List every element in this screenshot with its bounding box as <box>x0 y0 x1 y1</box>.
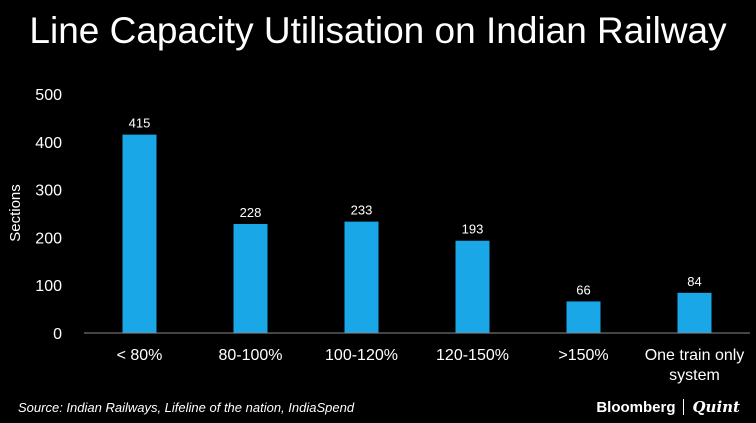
x-tick-label: 100-120% <box>325 347 398 364</box>
y-tick-label: 200 <box>35 230 62 247</box>
bar <box>455 240 490 333</box>
y-tick-label: 0 <box>53 326 62 343</box>
bloomberg-logo: Bloomberg <box>596 398 676 416</box>
x-tick-label: system <box>669 367 720 384</box>
brand-divider <box>683 399 685 415</box>
data-label: 66 <box>576 282 590 297</box>
data-label: 415 <box>129 116 151 131</box>
source-note: Source: Indian Railways, Lifeline of the… <box>18 400 355 415</box>
x-tick-label: 120-150% <box>436 347 509 364</box>
bar <box>677 292 712 333</box>
y-axis-label: Sections <box>7 184 24 242</box>
data-label: 84 <box>687 274 701 289</box>
x-tick-label: One train only <box>645 347 745 364</box>
bar <box>344 221 379 333</box>
y-tick-label: 400 <box>35 135 62 152</box>
bars: 415 228 233 193 66 84 <box>122 116 712 333</box>
x-tick-label: < 80% <box>117 347 163 364</box>
bar <box>122 134 157 333</box>
branding: Bloomberg Quint <box>596 398 740 416</box>
chart-title: Line Capacity Utilisation on Indian Rail… <box>29 10 727 51</box>
x-axis: < 80% 80-100% 100-120% 120-150% >150% One tra… <box>84 332 750 384</box>
x-tick-label: 80-100% <box>218 347 282 364</box>
data-label: 233 <box>351 203 373 218</box>
data-label: 193 <box>462 222 484 237</box>
x-tick-label: >150% <box>558 347 608 364</box>
data-label: 228 <box>240 205 262 220</box>
y-axis: 0 100 200 300 400 500 <box>35 87 62 343</box>
quint-logo: Quint <box>692 398 740 416</box>
bar <box>566 301 601 333</box>
y-tick-label: 500 <box>35 87 62 104</box>
bar <box>233 224 268 333</box>
y-tick-label: 100 <box>35 278 62 295</box>
y-tick-label: 300 <box>35 183 62 200</box>
